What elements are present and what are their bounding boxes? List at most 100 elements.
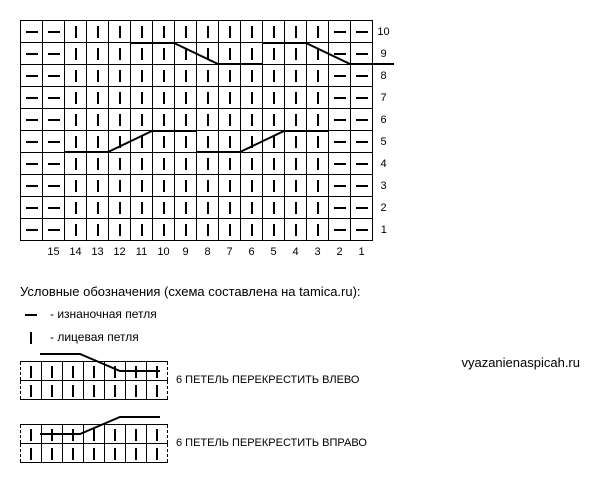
knit-icon bbox=[251, 26, 253, 38]
chart-cell bbox=[87, 131, 109, 153]
purl-icon bbox=[334, 53, 346, 55]
knit-icon bbox=[119, 202, 121, 214]
knit-icon bbox=[295, 48, 297, 60]
chart-cell bbox=[43, 175, 65, 197]
knit-icon bbox=[119, 114, 121, 126]
knit-icon bbox=[207, 48, 209, 60]
chart-cell bbox=[175, 43, 197, 65]
purl-icon bbox=[26, 53, 38, 55]
knit-icon bbox=[207, 92, 209, 104]
chart-cell bbox=[153, 219, 175, 241]
col-label: 12 bbox=[109, 241, 131, 263]
knit-icon bbox=[119, 136, 121, 148]
col-label: 9 bbox=[175, 241, 197, 263]
chart-cell bbox=[351, 87, 373, 109]
chart-cell bbox=[197, 219, 219, 241]
knit-icon bbox=[273, 48, 275, 60]
col-label: 10 bbox=[153, 241, 175, 263]
knit-icon bbox=[75, 136, 77, 148]
knit-icon bbox=[207, 136, 209, 148]
chart-cell bbox=[329, 43, 351, 65]
knit-icon bbox=[273, 92, 275, 104]
knit-icon bbox=[97, 114, 99, 126]
purl-icon bbox=[48, 207, 60, 209]
legend-knit: - лицевая петля bbox=[20, 330, 580, 345]
knit-icon bbox=[75, 26, 77, 38]
chart-cell bbox=[241, 153, 263, 175]
knit-icon bbox=[229, 180, 231, 192]
chart-cell bbox=[109, 43, 131, 65]
purl-icon bbox=[356, 141, 368, 143]
col-label: 14 bbox=[65, 241, 87, 263]
chart-cell bbox=[285, 131, 307, 153]
chart-cell bbox=[219, 87, 241, 109]
knit-icon bbox=[295, 26, 297, 38]
knit-icon bbox=[163, 158, 165, 170]
chart-cell bbox=[87, 175, 109, 197]
knit-icon bbox=[295, 158, 297, 170]
knit-icon bbox=[185, 224, 187, 236]
chart-cell bbox=[241, 219, 263, 241]
chart-cell bbox=[329, 109, 351, 131]
chart-cell bbox=[197, 109, 219, 131]
purl-icon bbox=[26, 97, 38, 99]
col-label: 4 bbox=[285, 241, 307, 263]
chart-cell bbox=[87, 65, 109, 87]
purl-icon bbox=[334, 31, 346, 33]
chart-cell bbox=[197, 65, 219, 87]
knit-icon bbox=[273, 26, 275, 38]
knit-icon bbox=[229, 136, 231, 148]
knit-icon bbox=[207, 70, 209, 82]
chart-cell bbox=[263, 175, 285, 197]
chart-cell bbox=[131, 65, 153, 87]
chart-cell bbox=[43, 43, 65, 65]
knit-icon bbox=[30, 332, 32, 344]
chart-cell bbox=[285, 197, 307, 219]
knit-icon bbox=[163, 48, 165, 60]
chart-cell bbox=[197, 175, 219, 197]
chart-cell bbox=[263, 219, 285, 241]
chart-cell bbox=[307, 153, 329, 175]
knit-icon bbox=[317, 136, 319, 148]
knit-icon bbox=[141, 70, 143, 82]
chart-cell bbox=[21, 87, 43, 109]
chart-cell bbox=[109, 21, 131, 43]
knit-icon bbox=[163, 114, 165, 126]
knit-icon bbox=[97, 180, 99, 192]
knit-icon bbox=[251, 202, 253, 214]
chart-cell bbox=[21, 65, 43, 87]
chart-cell bbox=[351, 65, 373, 87]
purl-icon bbox=[26, 163, 38, 165]
purl-icon bbox=[48, 31, 60, 33]
chart-cell bbox=[285, 43, 307, 65]
knit-icon bbox=[295, 224, 297, 236]
chart-cell bbox=[197, 87, 219, 109]
chart-cell bbox=[307, 219, 329, 241]
chart-cell bbox=[153, 153, 175, 175]
chart-cell bbox=[87, 153, 109, 175]
chart-cell bbox=[175, 131, 197, 153]
chart-cell bbox=[351, 197, 373, 219]
chart-cell bbox=[263, 65, 285, 87]
purl-icon bbox=[48, 229, 60, 231]
chart-cell bbox=[131, 175, 153, 197]
chart-cell bbox=[65, 21, 87, 43]
knit-icon bbox=[97, 224, 99, 236]
chart-cell bbox=[329, 175, 351, 197]
knit-icon bbox=[317, 158, 319, 170]
purl-icon bbox=[334, 207, 346, 209]
chart-cell bbox=[285, 109, 307, 131]
chart-cell bbox=[109, 219, 131, 241]
knit-icon bbox=[141, 202, 143, 214]
chart-cell bbox=[21, 219, 43, 241]
knit-icon bbox=[75, 114, 77, 126]
knit-icon bbox=[163, 202, 165, 214]
chart-cell bbox=[307, 43, 329, 65]
knit-icon bbox=[207, 224, 209, 236]
knit-icon bbox=[185, 158, 187, 170]
chart-cell bbox=[87, 219, 109, 241]
knit-icon bbox=[141, 180, 143, 192]
purl-icon bbox=[26, 31, 38, 33]
knit-icon bbox=[317, 114, 319, 126]
chart-cell bbox=[43, 197, 65, 219]
